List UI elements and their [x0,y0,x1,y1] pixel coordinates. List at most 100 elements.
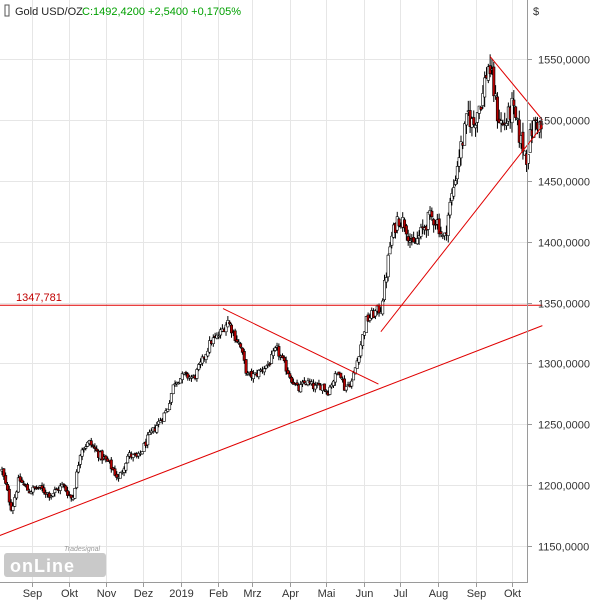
y-axis-ticks: 1550,0000 1500,0000 1450,0000 1400,0000 1350… [527,55,590,554]
y-tick-label: 1450,0000 [538,177,590,189]
x-tick-label: Dez [134,588,154,600]
candle-down [439,231,443,235]
candle-up [459,141,463,159]
candle-down [403,219,407,229]
candle-up [126,455,130,464]
candle-up [13,497,17,507]
x-tick-label: Sep [467,588,487,600]
candle-down [268,363,272,366]
x-tick-label: Feb [209,588,228,600]
candle-down [106,458,110,462]
candle-down [64,485,68,492]
candle-down [242,351,246,361]
trendlines [0,56,543,536]
candle-down [42,487,46,493]
candle-up [86,441,90,447]
candle-up [299,384,303,393]
candle-down [7,488,11,503]
candle-up [362,331,366,336]
candle-up [499,120,503,124]
x-tick-label: Nov [97,588,117,600]
candle-up [446,214,450,236]
candle-down [235,339,239,342]
candle-down [280,355,284,358]
candle-down [230,324,234,334]
candle-up [80,449,84,457]
candle-up [15,491,19,499]
candle-up [173,383,177,385]
candle-up [168,403,172,411]
candle-up [457,157,461,167]
chart-header: Gold USD/OZ C:1492,4200 +2,5400 +0,1705% [4,4,241,18]
candle-up [381,300,385,315]
candle-down [437,218,441,235]
candle-up [224,324,228,333]
candle-up [237,341,241,344]
candle-up [364,316,368,333]
candle-down [239,343,243,348]
candle-up [515,118,519,120]
y-tick-label: 1250,0000 [538,420,590,432]
candle-up [16,477,20,493]
candle-up [75,471,79,489]
watermark-brand: Tradesignal [64,546,101,553]
candle-up [481,93,485,106]
y-tick-label: 1500,0000 [538,116,590,128]
candle-up [251,373,255,379]
x-tick-label: Okt [504,588,521,600]
candle-down [33,486,37,489]
candle-down [186,373,190,379]
candle-up [350,380,354,387]
candle-down [244,359,248,374]
candle-up [505,123,509,126]
candle-down [233,330,237,341]
candle-up [373,310,377,317]
candle-down [2,468,6,477]
candle-up [53,489,57,493]
candle-up [73,488,77,499]
candle-up [219,329,223,336]
candle-up [359,344,363,357]
candle-down [317,383,321,386]
candle-down [501,123,505,126]
candle-down [430,210,434,218]
x-axis-ticks: Sep Okt Nov Dez 2019 Feb Mrz Apr Mai Jun Jul Aug Sep… [23,582,521,600]
candle-down [40,485,44,489]
candle-down [20,479,24,483]
candle-up [313,385,317,390]
candle-down [432,219,436,226]
candle-up [271,350,275,356]
trendline-feb-may-descending [222,308,379,385]
candle-up [474,124,478,129]
candle-down [512,99,516,106]
candle-up [494,93,498,97]
x-tick-label: Jul [393,588,407,600]
candle-up [483,77,487,98]
candle-down [479,106,483,110]
tradesignal-watermark: Tradesignal onLine [4,546,106,577]
x-tick-label: Mrz [243,588,261,600]
candle-down [95,448,99,452]
candle-down [290,377,294,383]
candle-down [397,218,401,227]
candle-up [58,485,62,491]
candle-up [155,425,159,433]
y-tick-label: 1300,0000 [538,359,590,371]
candle-up [450,193,454,201]
trendline-long-term-support [0,325,543,536]
candle-down [4,475,8,484]
candle-up [197,364,201,370]
candle-up [124,462,128,471]
candle-down [284,359,288,372]
candle-up [179,378,183,384]
candle-up [162,412,166,422]
candle-down [517,119,521,143]
candle-down [534,119,538,122]
candle-up [264,365,268,369]
candle-up [51,493,55,497]
candle-up [384,277,388,283]
candle-up [118,472,122,479]
candles [0,54,543,515]
candle-down [100,450,104,461]
